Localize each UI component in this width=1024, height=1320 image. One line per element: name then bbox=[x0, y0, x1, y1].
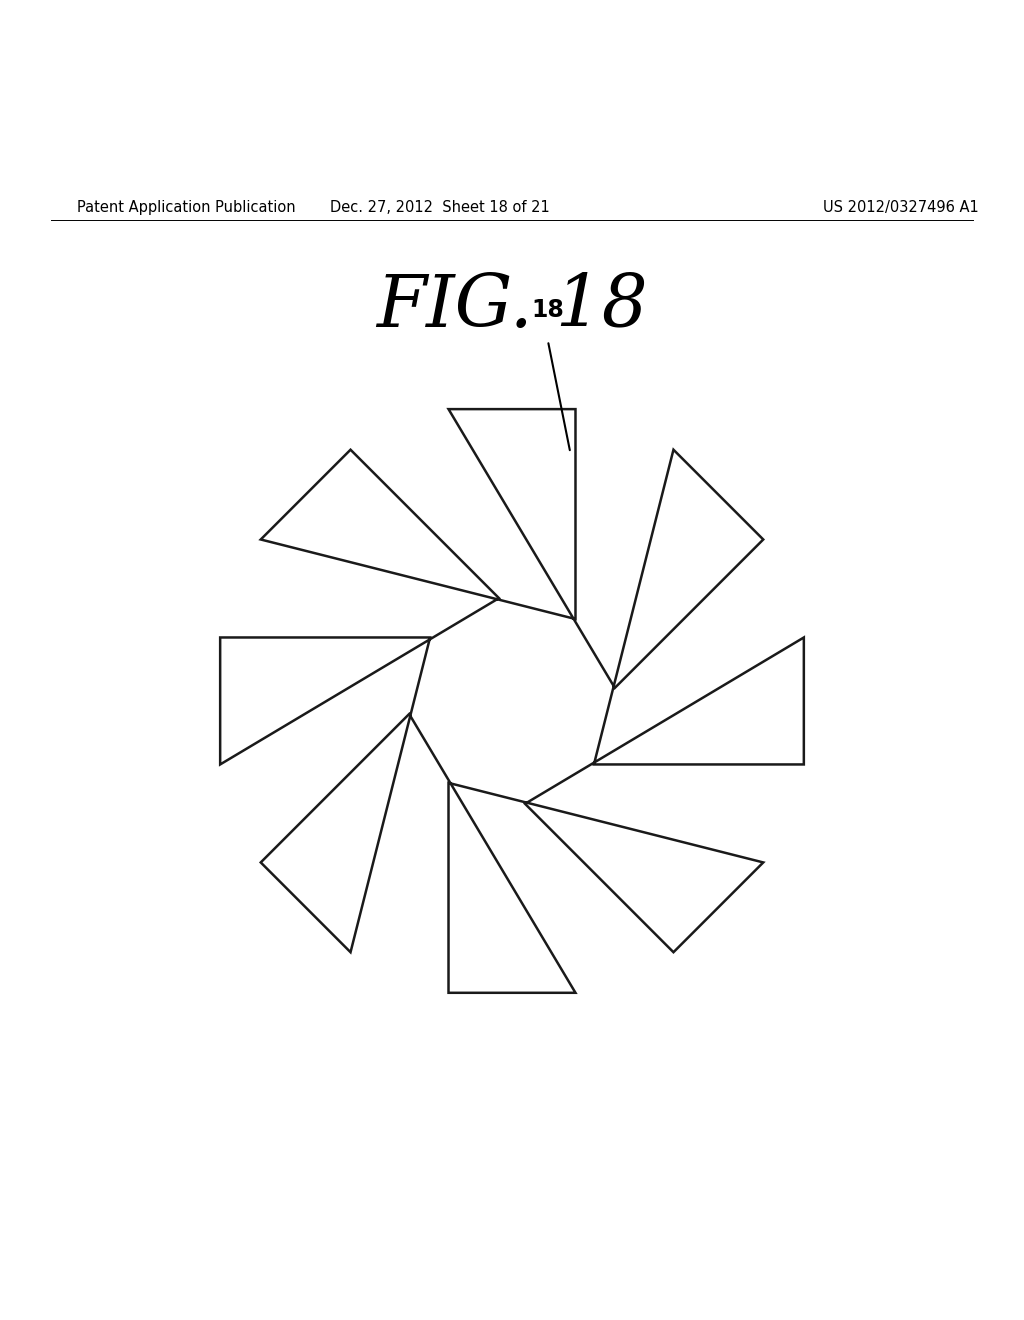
Text: Patent Application Publication: Patent Application Publication bbox=[77, 199, 296, 215]
Text: Dec. 27, 2012  Sheet 18 of 21: Dec. 27, 2012 Sheet 18 of 21 bbox=[331, 199, 550, 215]
Text: FIG. 18: FIG. 18 bbox=[376, 272, 648, 342]
Text: 18: 18 bbox=[531, 298, 564, 322]
Text: US 2012/0327496 A1: US 2012/0327496 A1 bbox=[823, 199, 979, 215]
